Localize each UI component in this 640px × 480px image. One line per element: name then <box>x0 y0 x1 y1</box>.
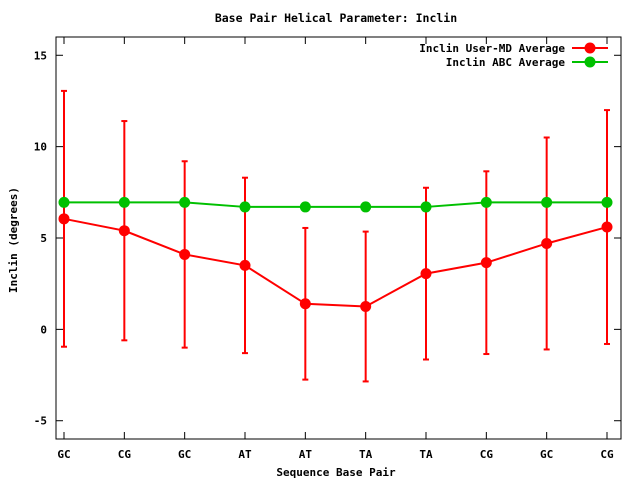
data-point <box>541 237 553 249</box>
series-1 <box>58 89 613 383</box>
x-tick-label: TA <box>419 448 433 461</box>
x-axis-label: Sequence Base Pair <box>276 466 396 479</box>
data-point <box>58 213 70 225</box>
data-point <box>179 248 191 260</box>
y-tick-label: 15 <box>34 49 47 62</box>
x-tick-label: GC <box>540 448 553 461</box>
x-tick-label: CG <box>480 448 494 461</box>
x-tick-label: GC <box>57 448 70 461</box>
data-point <box>239 259 251 271</box>
data-point <box>360 201 372 213</box>
y-tick-label: -5 <box>34 415 47 428</box>
data-point <box>118 225 130 237</box>
x-tick-label: TA <box>359 448 373 461</box>
y-tick-label: 10 <box>34 141 47 154</box>
data-point <box>179 196 191 208</box>
data-point <box>360 301 372 313</box>
data-point <box>601 196 613 208</box>
data-point <box>239 201 251 213</box>
y-axis-label: Inclin (degrees) <box>7 187 20 293</box>
data-point <box>299 201 311 213</box>
data-point <box>480 196 492 208</box>
legend-label: Inclin ABC Average <box>446 56 566 69</box>
data-point <box>420 201 432 213</box>
y-tick-label: 5 <box>40 232 47 245</box>
legend-marker <box>584 42 596 54</box>
x-tick-label: GC <box>178 448 191 461</box>
data-point <box>118 196 130 208</box>
legend-marker <box>584 56 596 68</box>
data-point <box>541 196 553 208</box>
chart-title: Base Pair Helical Parameter: Inclin <box>215 11 457 25</box>
data-point <box>299 298 311 310</box>
series-2 <box>58 196 613 213</box>
data-point <box>420 268 432 280</box>
series-line <box>63 217 608 308</box>
x-tick-label: CG <box>118 448 132 461</box>
data-point <box>480 257 492 269</box>
y-tick-label: 0 <box>40 323 47 336</box>
legend-label: Inclin User-MD Average <box>419 42 565 55</box>
data-point <box>58 196 70 208</box>
x-tick-label: AT <box>299 448 313 461</box>
x-tick-label: AT <box>238 448 252 461</box>
series-line <box>64 201 607 208</box>
x-tick-label: CG <box>600 448 614 461</box>
data-point <box>601 221 613 233</box>
